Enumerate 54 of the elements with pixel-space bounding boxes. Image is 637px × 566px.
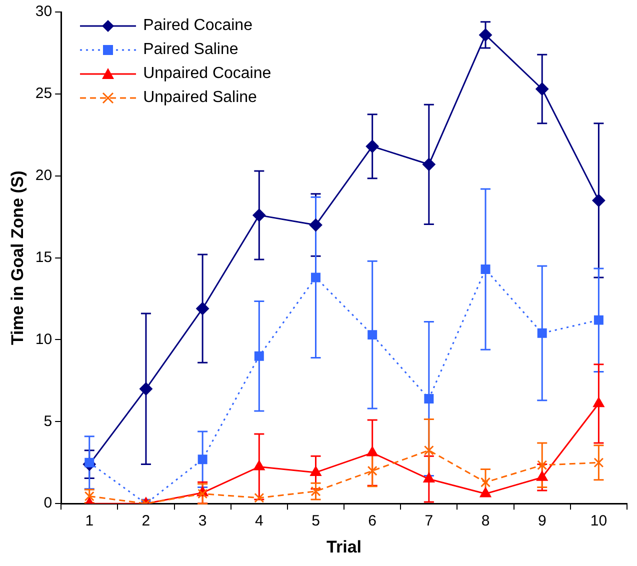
point	[368, 330, 378, 340]
x-tick-label: 5	[312, 512, 320, 530]
x-tick-label: 4	[254, 512, 264, 530]
point	[593, 397, 604, 408]
y-axis-title: Time in Goal Zone (S)	[8, 170, 27, 346]
point	[422, 158, 436, 171]
point	[536, 470, 548, 481]
point	[367, 466, 378, 476]
y-tick-label: 25	[35, 85, 52, 102]
x-tick-label: 3	[198, 512, 207, 530]
point	[310, 466, 322, 476]
point	[592, 194, 606, 207]
legend-label: Unpaired Saline	[143, 88, 257, 108]
x-tick-label: 2	[142, 512, 150, 530]
y-tick-label: 15	[35, 248, 52, 266]
legend-label: Unpaired Cocaine	[143, 64, 272, 84]
point	[594, 315, 604, 325]
legend-label: Paired Cocaine	[143, 16, 252, 36]
x-tick-label: 9	[538, 512, 546, 530]
x-tick-label: 7	[424, 512, 434, 530]
point	[480, 477, 491, 488]
x-tick-label: 1	[85, 512, 94, 530]
x-tick-label: 8	[481, 512, 490, 530]
point	[537, 460, 548, 470]
x-tick-label: 6	[368, 512, 377, 530]
point	[480, 487, 492, 498]
point	[536, 82, 549, 96]
point	[424, 445, 434, 456]
point	[537, 328, 547, 338]
point	[254, 351, 264, 361]
y-tick-label: 10	[35, 330, 52, 348]
point	[198, 454, 208, 464]
y-tick-label: 5	[44, 412, 52, 430]
point	[311, 272, 320, 282]
point	[254, 492, 264, 503]
point	[253, 460, 265, 470]
point	[196, 302, 210, 316]
point	[479, 28, 492, 42]
y-tick-label: 0	[44, 494, 52, 512]
point	[480, 264, 490, 274]
x-tick-label: 10	[590, 512, 608, 530]
point	[424, 394, 434, 404]
legend-label: Paired Saline	[143, 40, 238, 60]
point	[252, 208, 266, 222]
point	[366, 446, 378, 456]
point	[423, 472, 435, 483]
y-tick-label: 30	[35, 3, 52, 20]
x-axis-title: Trial	[326, 537, 362, 556]
point	[139, 382, 152, 396]
point	[366, 140, 379, 153]
point	[594, 458, 604, 468]
point	[198, 488, 208, 499]
point	[309, 218, 322, 232]
y-tick-label: 20	[35, 167, 52, 184]
